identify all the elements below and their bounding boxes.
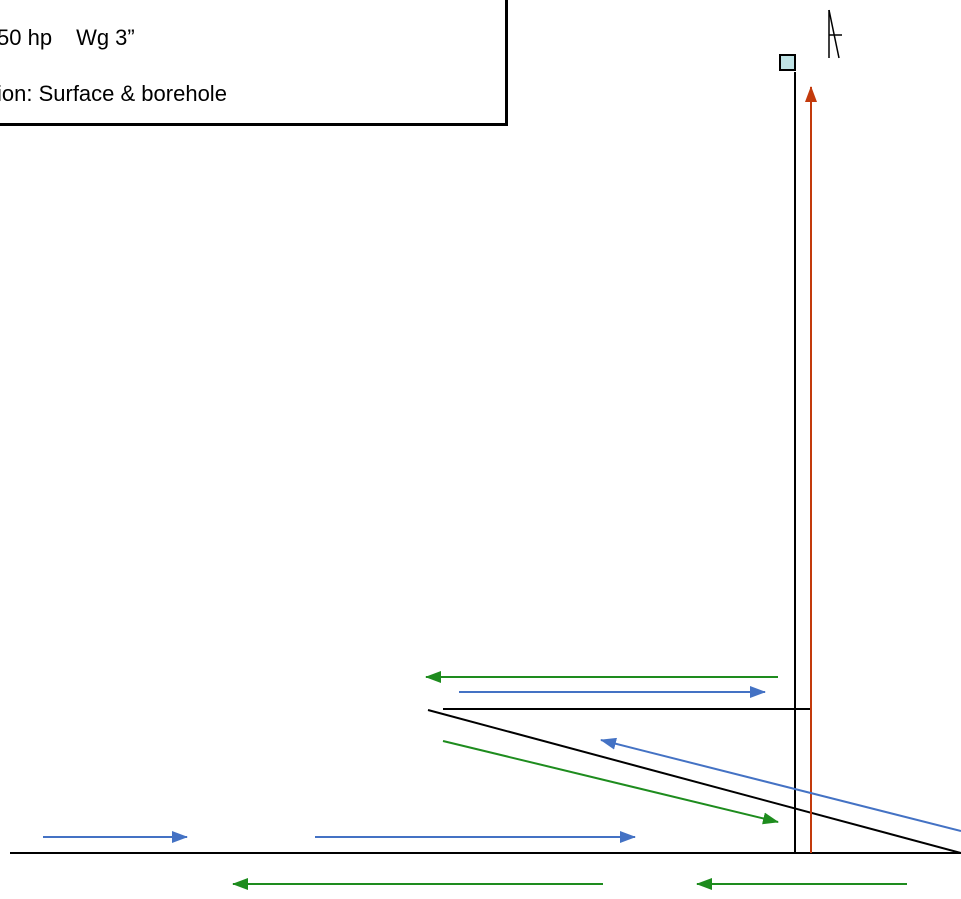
- north-arrow-icon: [828, 9, 842, 59]
- fan-info-box: 50 hp Wg 3” ion: Surface & borehole: [0, 0, 508, 126]
- fan-spec-line: 50 hp Wg 3”: [0, 25, 135, 51]
- ventilation-location-line: ion: Surface & borehole: [0, 81, 227, 106]
- fan-icon: [779, 54, 796, 71]
- fan-horsepower: 50 hp: [0, 25, 53, 50]
- incline-ramp-line: [427, 709, 961, 854]
- fresh-air-arrow-4: [600, 737, 961, 832]
- fan-water-gauge: Wg 3”: [76, 25, 135, 50]
- return-air-arrow-2: [442, 740, 779, 825]
